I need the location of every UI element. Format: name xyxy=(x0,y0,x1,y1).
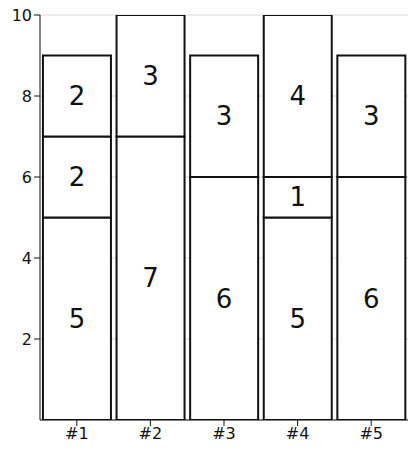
svg-text:10: 10 xyxy=(12,6,32,25)
svg-text:6: 6 xyxy=(363,284,380,314)
svg-text:#2: #2 xyxy=(139,424,163,443)
svg-text:7: 7 xyxy=(142,263,159,293)
svg-text:5: 5 xyxy=(289,304,306,334)
svg-text:2: 2 xyxy=(22,330,32,349)
svg-text:4: 4 xyxy=(22,249,32,268)
svg-text:3: 3 xyxy=(142,61,159,91)
svg-text:#1: #1 xyxy=(65,424,89,443)
svg-text:2: 2 xyxy=(69,162,86,192)
svg-text:6: 6 xyxy=(22,168,32,187)
svg-text:#4: #4 xyxy=(286,424,310,443)
svg-text:1: 1 xyxy=(289,182,306,212)
svg-text:3: 3 xyxy=(216,101,233,131)
svg-text:3: 3 xyxy=(363,101,380,131)
svg-text:8: 8 xyxy=(22,87,32,106)
svg-text:2: 2 xyxy=(69,81,86,111)
svg-text:6: 6 xyxy=(216,284,233,314)
svg-text:5: 5 xyxy=(69,304,86,334)
svg-text:#3: #3 xyxy=(212,424,236,443)
svg-text:4: 4 xyxy=(289,81,306,111)
svg-text:#5: #5 xyxy=(359,424,383,443)
